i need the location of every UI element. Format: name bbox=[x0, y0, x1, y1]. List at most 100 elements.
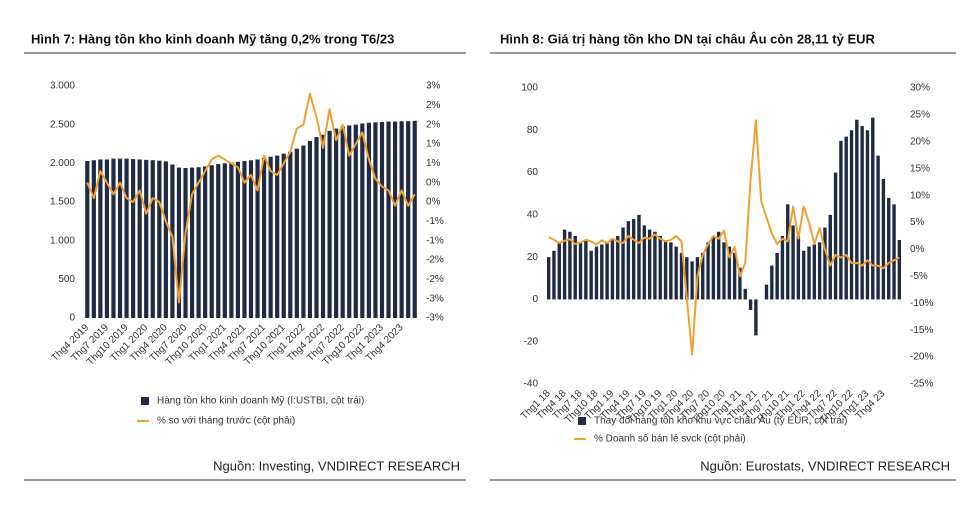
y2-tick-label: 0% bbox=[910, 244, 925, 255]
legend-label: % Doanh số bán lẻ svck (cột phải) bbox=[594, 433, 746, 445]
bar bbox=[573, 236, 577, 300]
bar bbox=[770, 265, 774, 300]
bar bbox=[722, 242, 726, 300]
bar bbox=[373, 122, 378, 318]
bar bbox=[209, 165, 214, 318]
y2-tick-label: -20% bbox=[910, 352, 933, 363]
y-tick-label: 500 bbox=[58, 274, 75, 285]
bar bbox=[780, 236, 785, 300]
source: Nguồn: Eurostats, VNDIRECT RESEARCH bbox=[700, 458, 950, 473]
bar bbox=[631, 219, 636, 300]
bar bbox=[288, 151, 293, 318]
bar bbox=[876, 155, 880, 300]
bar bbox=[262, 157, 267, 318]
y2-tick-label: 2% bbox=[426, 100, 441, 111]
bar bbox=[754, 299, 758, 336]
bar bbox=[144, 159, 149, 318]
y2-tick-label: 2% bbox=[426, 119, 441, 130]
bar bbox=[663, 240, 668, 300]
bar bbox=[775, 252, 779, 300]
bar bbox=[584, 240, 588, 300]
bar bbox=[222, 163, 227, 318]
bar bbox=[248, 160, 254, 318]
y2-tick-label: -5% bbox=[910, 271, 928, 282]
source: Nguồn: Investing, VNDIRECT RESEARCH bbox=[213, 458, 460, 473]
y-tick-label: 100 bbox=[521, 83, 538, 94]
bar bbox=[833, 172, 838, 300]
bar bbox=[706, 242, 710, 300]
bar bbox=[844, 136, 848, 300]
bar bbox=[281, 153, 286, 318]
bar bbox=[98, 159, 103, 318]
y2-tick-label: -25% bbox=[910, 379, 933, 390]
bar bbox=[817, 242, 822, 300]
bar bbox=[716, 231, 721, 300]
bar bbox=[399, 121, 404, 318]
bar bbox=[386, 121, 391, 318]
bar bbox=[764, 284, 769, 300]
chart-title: Hình 8: Giá trị hàng tồn kho DN tại châu… bbox=[500, 31, 875, 46]
y-tick-label: 1.000 bbox=[50, 235, 75, 246]
bar bbox=[732, 252, 737, 300]
legend-label: Hàng tồn kho kinh doanh Mỹ (I:USTBI, cột… bbox=[157, 395, 364, 407]
bar bbox=[562, 229, 567, 300]
bar bbox=[117, 158, 123, 318]
bar bbox=[412, 120, 417, 318]
bar bbox=[176, 167, 182, 318]
bar bbox=[150, 160, 155, 318]
bar bbox=[690, 261, 694, 300]
bar bbox=[897, 239, 902, 300]
y2-tick-label: 10% bbox=[910, 190, 930, 201]
bar bbox=[546, 257, 551, 300]
y-tick-label: 60 bbox=[527, 167, 539, 178]
y2-tick-label: -15% bbox=[910, 325, 933, 336]
bar bbox=[791, 225, 795, 300]
legend-label: % so với tháng trước (cột phải) bbox=[157, 416, 295, 427]
y-tick-label: 20 bbox=[527, 252, 539, 263]
y2-tick-label: 0% bbox=[426, 177, 441, 188]
bar bbox=[871, 117, 875, 300]
bar bbox=[360, 123, 365, 318]
bar bbox=[796, 236, 801, 300]
bar bbox=[887, 197, 891, 300]
bar bbox=[711, 236, 716, 300]
bar bbox=[600, 244, 604, 300]
bar bbox=[637, 214, 641, 300]
y2-tick-label: -3% bbox=[426, 313, 444, 324]
y2-tick-label: -1% bbox=[426, 216, 444, 227]
bar bbox=[314, 137, 319, 318]
y-tick-label: 0 bbox=[69, 313, 75, 324]
legend-marker bbox=[141, 397, 149, 405]
bar bbox=[327, 130, 332, 318]
bar bbox=[568, 231, 572, 300]
y2-tick-label: -10% bbox=[910, 298, 933, 309]
bar bbox=[839, 140, 843, 300]
bar bbox=[137, 159, 142, 318]
bar bbox=[679, 252, 684, 300]
bar bbox=[812, 244, 817, 300]
bar bbox=[124, 158, 129, 318]
bar bbox=[578, 242, 583, 300]
y-tick-label: 40 bbox=[527, 209, 539, 220]
bar bbox=[669, 242, 673, 300]
bar bbox=[85, 161, 90, 318]
bar bbox=[743, 288, 747, 300]
y2-tick-label: -1% bbox=[426, 235, 444, 246]
y-tick-label: -20 bbox=[524, 336, 539, 347]
y-tick-label: 2.000 bbox=[50, 158, 75, 169]
bar bbox=[91, 160, 96, 318]
bar bbox=[340, 126, 345, 318]
bar bbox=[353, 124, 358, 319]
chart-title: Hình 7: Hàng tồn kho kinh doanh Mỹ tăng … bbox=[31, 31, 394, 46]
bar bbox=[685, 257, 689, 300]
y-tick-label: 80 bbox=[527, 125, 539, 136]
bar bbox=[748, 299, 753, 310]
bar bbox=[366, 122, 371, 318]
bar bbox=[275, 155, 280, 318]
bar bbox=[658, 236, 662, 300]
y2-tick-label: 5% bbox=[910, 217, 925, 228]
bar bbox=[701, 252, 705, 300]
bar bbox=[392, 121, 398, 318]
y2-tick-label: 20% bbox=[910, 136, 930, 147]
bar bbox=[674, 246, 678, 300]
